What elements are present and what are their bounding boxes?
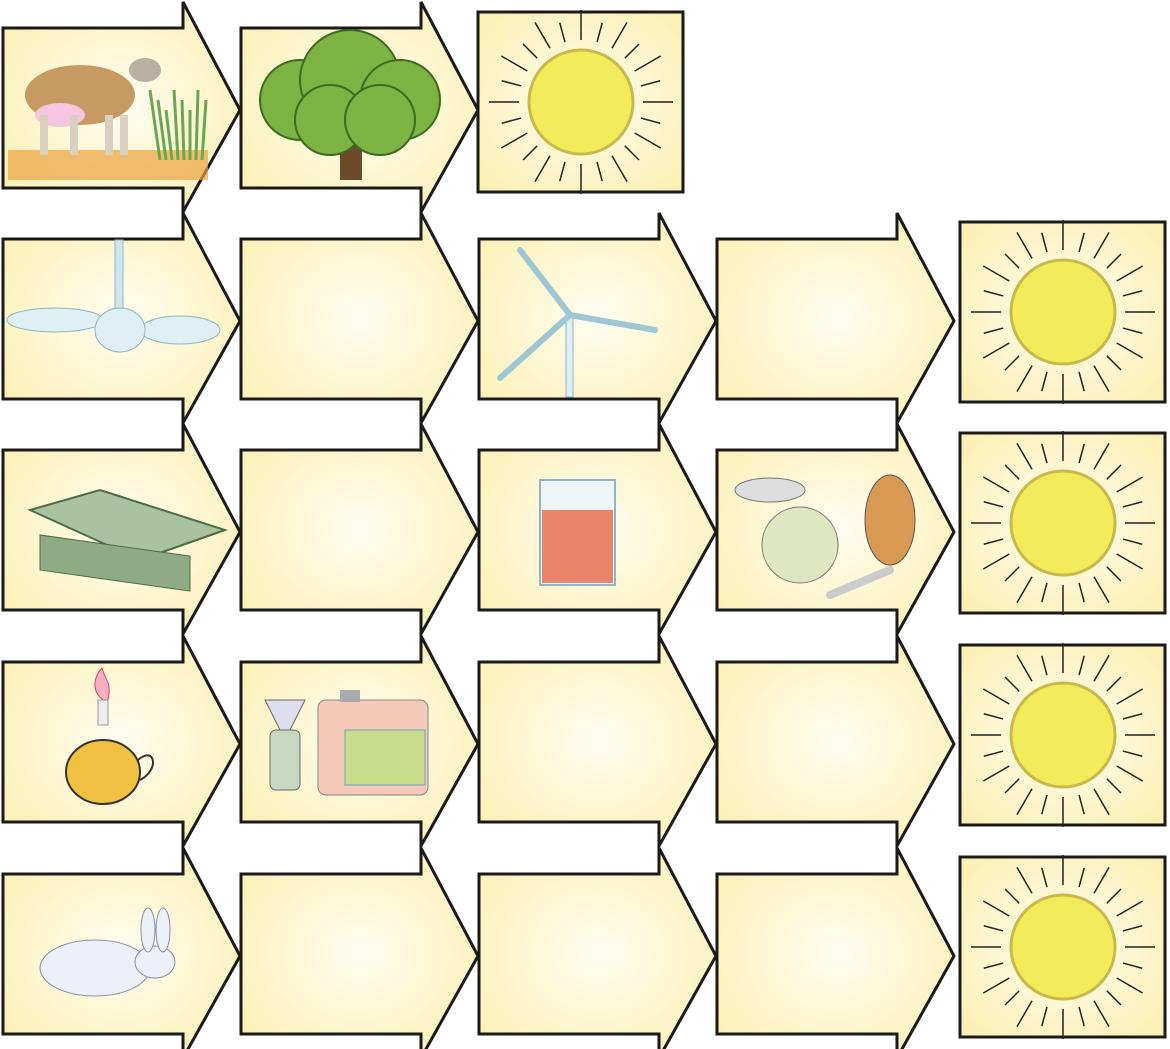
grass (196, 90, 198, 160)
rabbit-ear (156, 908, 170, 952)
fan-blade (140, 316, 220, 344)
sun (529, 50, 633, 154)
can-liquid (345, 730, 425, 785)
fan-blade (7, 308, 103, 332)
rabbit-body (40, 940, 150, 996)
sun (1011, 471, 1115, 575)
sun-box (960, 220, 1165, 404)
sun (1011, 895, 1115, 999)
sun-box (960, 431, 1165, 615)
lamp-body (66, 740, 140, 804)
arrow-box (241, 213, 478, 423)
sun-box (960, 855, 1165, 1039)
sun (1011, 683, 1115, 787)
bone (865, 475, 915, 565)
goat-leg (40, 115, 48, 155)
arrow-box (717, 424, 954, 634)
sun-box (960, 643, 1165, 827)
page: (() => { const NS = 'http://www.w3.org/2… (0, 0, 1170, 1049)
tree-crown (345, 85, 415, 155)
arrow-box (241, 424, 478, 634)
worksheet (0, 0, 1170, 1049)
fan-hub (95, 308, 145, 352)
arrow-box (717, 848, 954, 1049)
goat-head (129, 58, 161, 82)
rabbit-ear (141, 908, 155, 952)
arrow-box (479, 848, 716, 1049)
goat-leg (70, 115, 78, 155)
lamp-wick (98, 700, 108, 725)
layer (3, 2, 1165, 1049)
goat-leg (120, 115, 128, 155)
bottle (270, 730, 300, 790)
sun-box (478, 10, 683, 194)
bone (735, 478, 805, 502)
can-cap (340, 690, 360, 702)
arrow-box (717, 213, 954, 423)
turbine-tower (566, 315, 573, 397)
arrow-box (241, 848, 478, 1049)
arrow-box (479, 636, 716, 846)
arrow-box (717, 636, 954, 846)
skull (762, 507, 838, 583)
beaker-liquid (542, 510, 613, 583)
arrow-box (3, 636, 240, 846)
rabbit-head (135, 946, 175, 978)
grass (182, 100, 184, 160)
sun (1011, 260, 1115, 364)
goat-leg (105, 115, 113, 155)
